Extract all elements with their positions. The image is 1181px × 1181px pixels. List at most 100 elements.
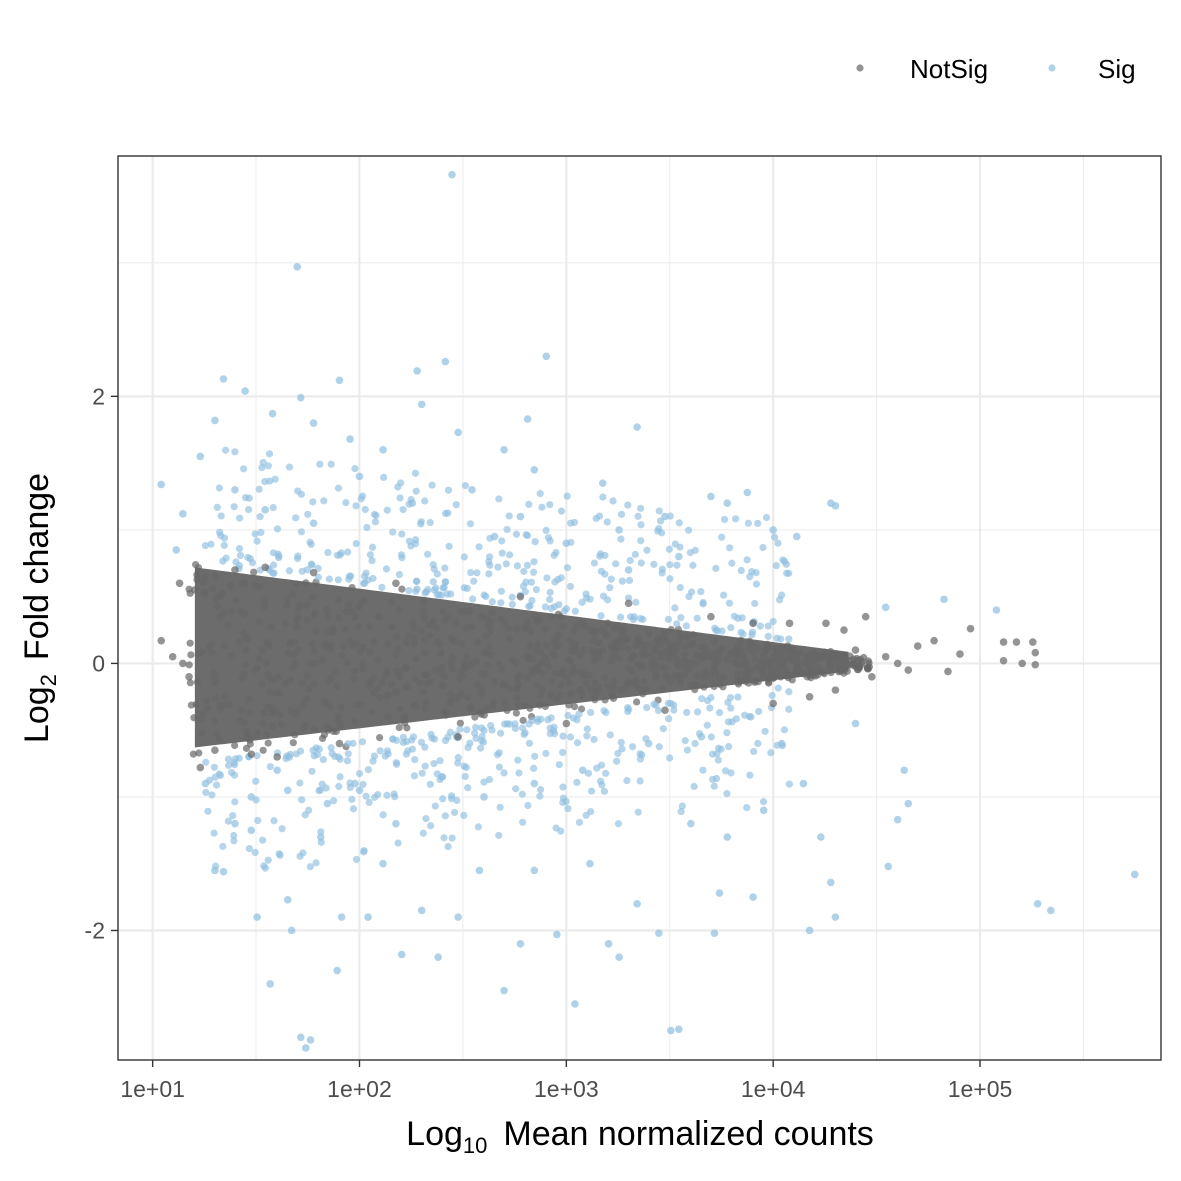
sig-point — [379, 859, 387, 868]
notsig-cloud-point — [754, 644, 762, 652]
sig-cloud-point — [285, 567, 293, 575]
sig-cloud-point — [308, 767, 316, 775]
notsig-cloud-point — [332, 727, 340, 736]
notsig-point — [769, 699, 777, 708]
notsig-point — [201, 572, 210, 581]
notsig-cloud-point — [258, 680, 266, 688]
notsig-cloud-point — [601, 674, 609, 682]
sig-cloud-point — [498, 537, 506, 545]
notsig-cloud-point — [739, 651, 747, 659]
notsig-cloud-point — [310, 611, 319, 619]
notsig-cloud-point — [513, 625, 521, 633]
notsig-cloud-point — [716, 680, 724, 688]
sig-cloud-point — [285, 463, 294, 471]
sig-cloud-point — [637, 559, 645, 567]
notsig-point — [335, 739, 344, 748]
sig-point — [211, 866, 219, 875]
sig-cloud-point — [467, 568, 475, 577]
sig-cloud-point — [684, 526, 693, 534]
notsig-cloud-point — [275, 689, 284, 697]
notsig-cloud-point — [310, 647, 319, 655]
sig-cloud-point — [480, 591, 488, 599]
sig-cloud-point — [634, 512, 642, 520]
sig-cloud-point — [441, 564, 449, 572]
notsig-cloud-point — [436, 640, 444, 649]
sig-cloud-point — [779, 556, 787, 564]
sig-cloud-point — [251, 530, 259, 538]
sig-cloud-point — [439, 795, 447, 803]
sig-point — [884, 862, 893, 871]
sig-cloud-point — [541, 603, 550, 611]
sig-cloud-point — [744, 519, 753, 527]
sig-cloud-point — [271, 475, 279, 483]
sig-cloud-point — [202, 788, 210, 797]
sig-cloud-point — [699, 766, 707, 774]
sig-cloud-point — [547, 604, 555, 613]
sig-cloud-point — [325, 575, 333, 583]
notsig-cloud-point — [311, 659, 319, 667]
notsig-cloud-point — [576, 651, 584, 660]
sig-cloud-point — [470, 577, 478, 585]
sig-cloud-point — [217, 512, 225, 520]
sig-cloud-point — [783, 569, 791, 577]
sig-cloud-point — [454, 759, 462, 767]
notsig-cloud-point — [762, 672, 771, 680]
sig-cloud-point — [355, 769, 364, 778]
sig-point — [542, 352, 551, 361]
notsig-cloud-point — [430, 616, 438, 624]
notsig-cloud-point — [595, 684, 603, 692]
notsig-cloud-point — [629, 651, 638, 660]
notsig-cloud-point — [348, 583, 356, 592]
notsig-cloud-point — [370, 638, 378, 646]
notsig-cloud-point — [370, 689, 378, 697]
sig-cloud-point — [485, 553, 494, 561]
sig-cloud-point — [390, 790, 398, 798]
notsig-point — [196, 763, 205, 772]
notsig-cloud-point — [299, 701, 307, 709]
sig-point — [792, 532, 801, 541]
notsig-point — [1031, 660, 1040, 669]
sig-cloud-point — [676, 584, 684, 592]
sig-point — [337, 913, 346, 921]
sig-cloud-point — [310, 752, 318, 760]
notsig-point — [247, 750, 256, 759]
sig-cloud-point — [748, 631, 756, 639]
sig-cloud-point — [667, 699, 675, 708]
sig-cloud-point — [320, 497, 328, 505]
sig-cloud-point — [675, 519, 683, 527]
sig-cloud-point — [421, 497, 429, 505]
notsig-cloud-point — [680, 656, 689, 665]
notsig-cloud-point — [488, 609, 496, 617]
notsig-cloud-point — [241, 579, 249, 587]
notsig-cloud-point — [212, 595, 220, 603]
sig-point — [710, 929, 719, 937]
notsig-cloud-point — [687, 658, 695, 667]
notsig-cloud-point — [238, 706, 246, 715]
sig-cloud-point — [637, 504, 645, 512]
notsig-cloud-point — [842, 662, 850, 670]
notsig-cloud-point — [294, 645, 302, 654]
notsig-cloud-point — [685, 665, 693, 673]
notsig-cloud-point — [556, 691, 564, 699]
notsig-cloud-point — [215, 735, 223, 744]
sig-cloud-point — [216, 528, 224, 536]
notsig-cloud-point — [437, 681, 446, 689]
sig-cloud-point — [719, 591, 728, 599]
notsig-point — [822, 619, 830, 628]
notsig-cloud-point — [213, 730, 221, 738]
sig-point — [351, 779, 359, 788]
sig-cloud-point — [211, 773, 219, 781]
sig-point — [468, 486, 476, 494]
sig-cloud-point — [399, 738, 407, 747]
notsig-cloud-point — [610, 677, 618, 685]
sig-cloud-point — [511, 724, 520, 733]
notsig-cloud-point — [388, 622, 396, 630]
sig-cloud-point — [210, 829, 218, 837]
sig-cloud-point — [382, 565, 391, 573]
sig-cloud-point — [392, 759, 400, 767]
notsig-cloud-point — [255, 655, 263, 663]
sig-cloud-point — [364, 576, 372, 584]
notsig-cloud-point — [253, 730, 261, 738]
sig-cloud-point — [299, 849, 307, 857]
sig-point — [655, 929, 663, 937]
